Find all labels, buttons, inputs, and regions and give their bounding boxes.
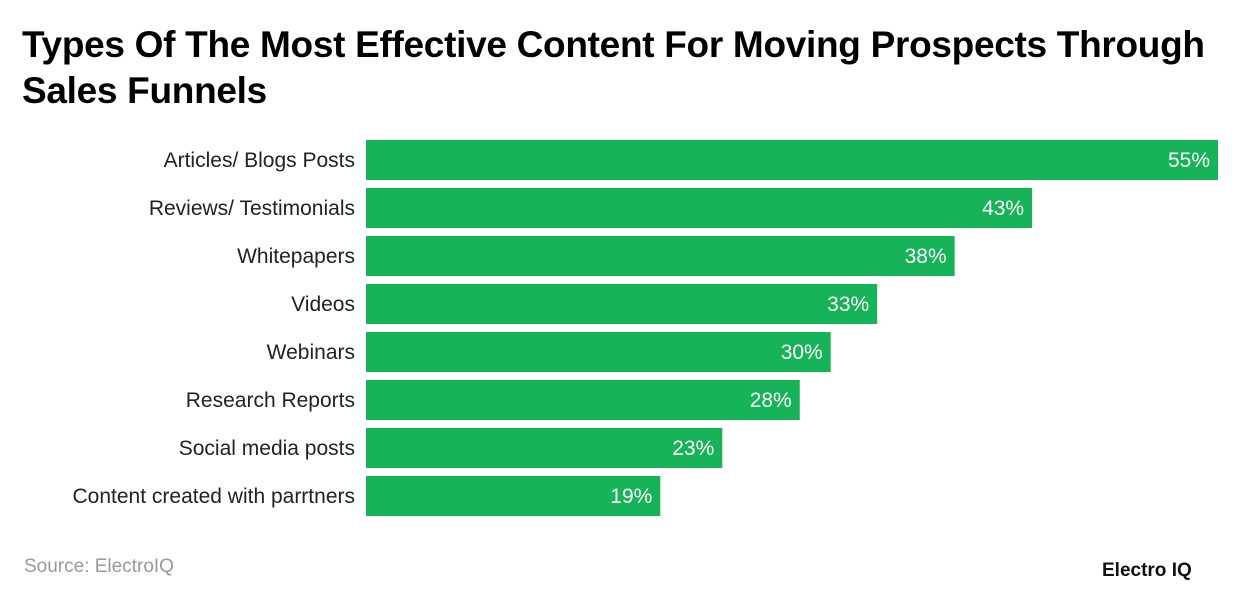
chart-title: Types Of The Most Effective Content For … bbox=[22, 24, 1205, 111]
category-label: Social media posts bbox=[179, 437, 355, 460]
category-label: Research Reports bbox=[186, 389, 355, 412]
value-label: 43% bbox=[982, 197, 1024, 220]
bar bbox=[366, 284, 878, 324]
bar bbox=[366, 476, 661, 516]
value-label: 23% bbox=[672, 437, 714, 460]
category-label: Reviews/ Testimonials bbox=[149, 197, 355, 220]
category-label: Content created with parrtners bbox=[73, 485, 355, 508]
value-label: 33% bbox=[827, 293, 869, 316]
bar bbox=[366, 236, 955, 276]
category-label: Webinars bbox=[267, 341, 355, 364]
bar bbox=[366, 380, 800, 420]
bar bbox=[366, 140, 1218, 180]
value-label: 38% bbox=[905, 245, 947, 268]
source-note: Source: ElectroIQ bbox=[24, 556, 174, 577]
category-label: Whitepapers bbox=[237, 245, 355, 268]
bar bbox=[366, 332, 831, 372]
bar bbox=[366, 428, 723, 468]
value-label: 55% bbox=[1168, 149, 1210, 172]
electroiq-logo: Electro IQ bbox=[1102, 560, 1192, 581]
value-label: 28% bbox=[750, 389, 792, 412]
value-label: 19% bbox=[610, 485, 652, 508]
value-label: 30% bbox=[781, 341, 823, 364]
category-label: Videos bbox=[291, 293, 355, 316]
bar bbox=[366, 188, 1033, 228]
category-label: Articles/ Blogs Posts bbox=[164, 149, 355, 172]
